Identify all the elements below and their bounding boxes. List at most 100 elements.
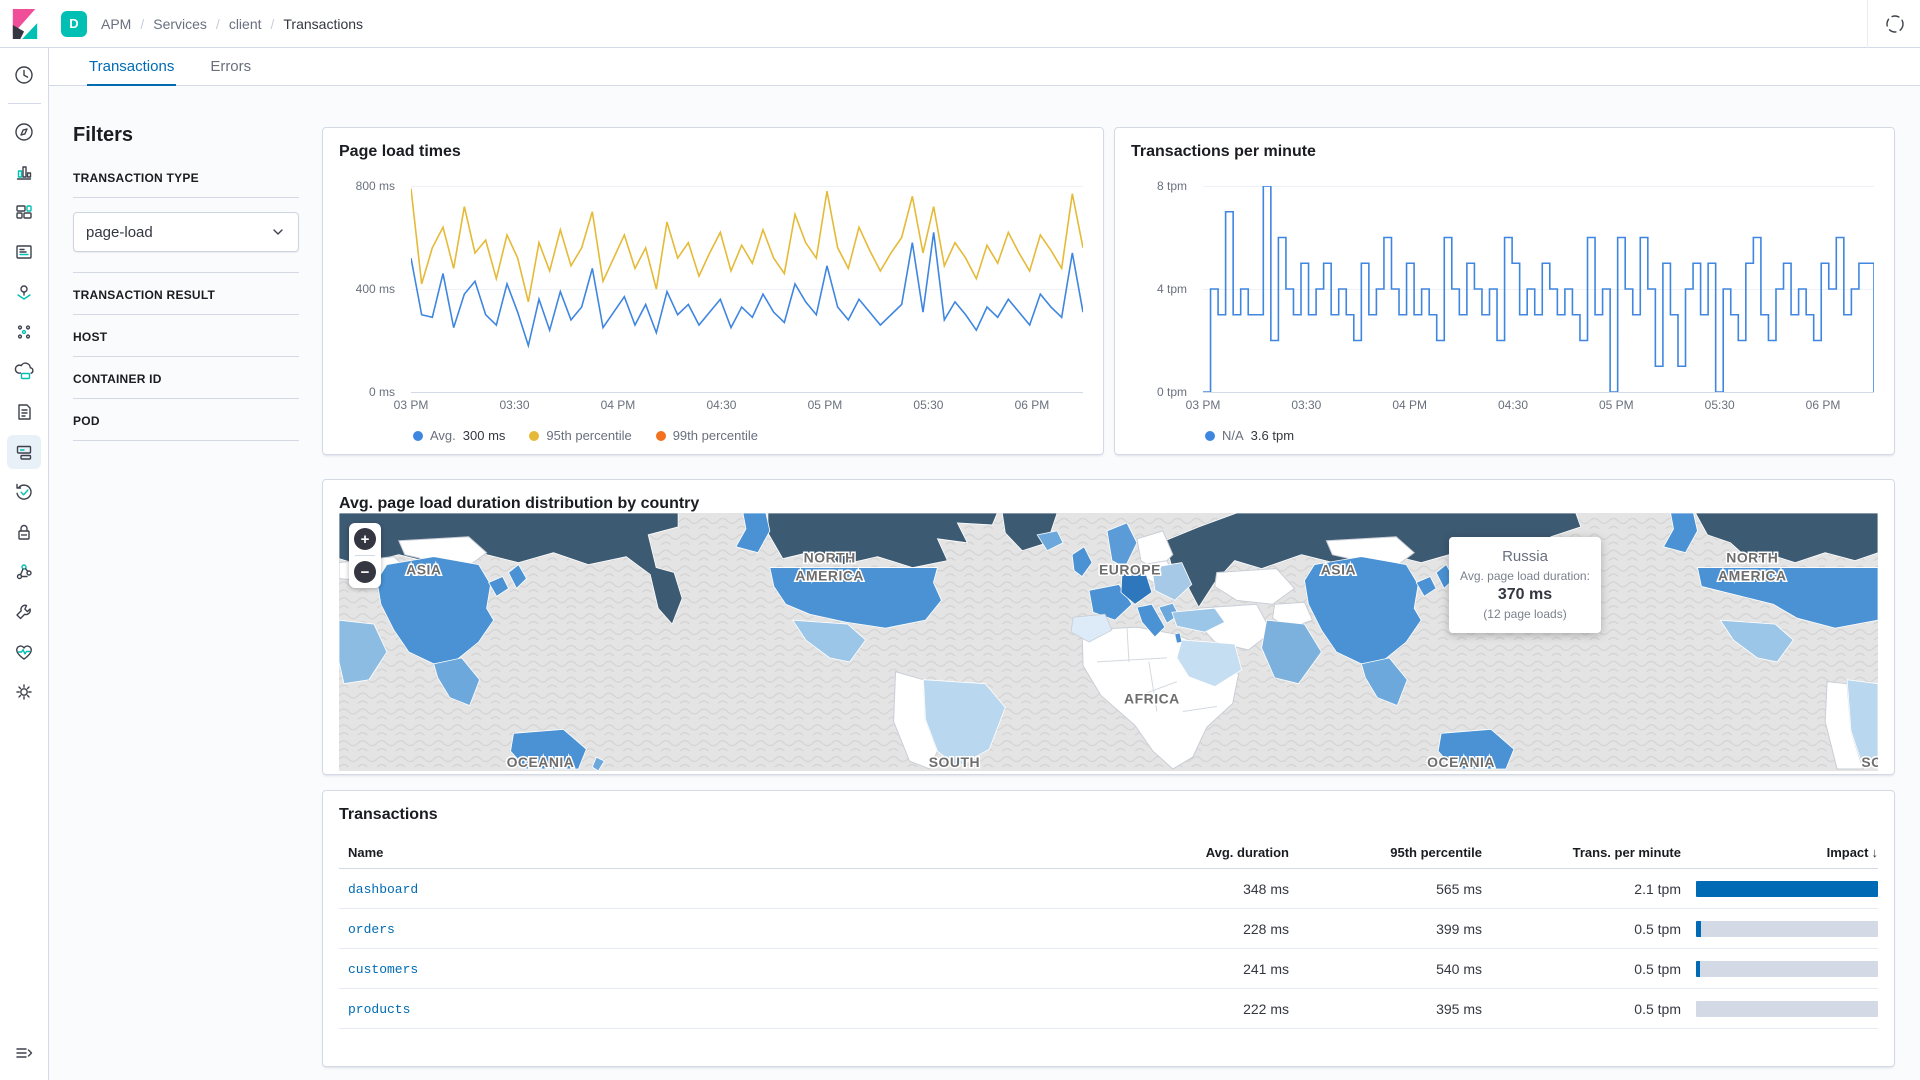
map-zoom-in-button[interactable]: + [354,528,376,550]
y-axis-tick: 0 tpm [1156,385,1187,399]
table-row: products 222 ms 395 ms 0.5 tpm [339,989,1878,1029]
country-brazil-2[interactable] [1846,679,1878,768]
legend-series-name: 99th percentile [672,428,758,443]
main-area: Transactions Errors Filters TRANSACTION … [49,48,1920,1080]
breadcrumb-item-apm[interactable]: APM [101,15,132,32]
y-axis-tick: 800 ms [355,179,395,193]
country-se-asia[interactable] [433,657,481,707]
x-axis-tick: 05:30 [913,398,944,412]
legend-item[interactable]: 99th percentile [655,428,758,443]
canvas-icon[interactable] [7,235,41,269]
country-usa[interactable] [769,567,942,629]
cell-avg-duration: 241 ms [1243,960,1289,977]
legend-series-name: 95th percentile [546,428,632,443]
legend-dot-icon [413,430,423,441]
africa-borders [1097,627,1217,712]
country-israel[interactable] [1174,632,1183,644]
maps-pin-icon[interactable] [7,275,41,309]
breadcrumb-item-services[interactable]: Services [153,15,207,32]
infrastructure-icon[interactable] [7,355,41,389]
legend-series-name: N/A [1222,428,1244,443]
country-australia[interactable] [510,728,587,770]
country-iceland[interactable] [1036,530,1064,552]
country-se-asia-2[interactable] [1360,657,1408,707]
dev-tools-wrench-icon[interactable] [7,595,41,629]
country-new-zealand[interactable] [591,756,605,771]
country-kazakhstan[interactable] [1214,568,1296,605]
tooltip-country: Russia [1502,548,1548,565]
country-india-2[interactable] [1261,619,1322,685]
country-eastern-europe[interactable] [1151,562,1193,601]
column-header-95th-percentile[interactable]: 95th percentile [1390,845,1482,860]
uptime-icon[interactable] [7,475,41,509]
column-header-name[interactable]: Name [348,845,384,860]
country-saudi[interactable] [1176,639,1243,688]
legend-series-name: Avg. [430,428,456,443]
tooltip-value: 370 ms [1497,586,1553,603]
map-title: Avg. page load duration distribution by … [339,495,700,512]
transaction-link-dashboard[interactable]: dashboard [348,882,419,897]
logs-icon[interactable] [7,395,41,429]
country-china-2[interactable] [1304,556,1422,665]
legend-item[interactable]: Avg. 300 ms [413,428,505,443]
filter-label-container-id: CONTAINER ID [73,372,162,386]
visualize-chart-icon[interactable] [7,155,41,189]
map-panel: Avg. page load duration distribution by … [322,479,1895,775]
country-alaska-2[interactable] [1662,513,1698,554]
map-zoom-out-button[interactable]: − [354,561,376,583]
country-spain[interactable] [1070,613,1113,643]
transaction-link-customers[interactable]: customers [348,962,419,977]
dashboard-icon[interactable] [7,195,41,229]
country-china[interactable] [376,556,495,665]
country-mexico[interactable] [792,619,867,663]
machine-learning-icon[interactable] [7,315,41,349]
country-alaska[interactable] [735,513,771,554]
cell-trans-per-minute: 2.1 tpm [1634,880,1681,897]
recent-clock-icon[interactable] [7,58,41,92]
tab-errors[interactable]: Errors [210,58,252,75]
country-france[interactable] [1088,584,1133,621]
country-brazil[interactable] [923,679,1006,768]
management-gear-icon[interactable] [7,675,41,709]
country-italy[interactable] [1136,603,1166,638]
column-header-impact[interactable]: Impact ↓ [1826,845,1878,860]
page-load-times-chart[interactable] [411,186,1083,393]
column-header-avg-duration[interactable]: Avg. duration [1205,845,1289,860]
cell-avg-duration: 348 ms [1243,880,1289,897]
world-map[interactable]: ASIA NORTH AMERICA EUROPE ASIA NORTH AMERICA AF… [339,513,1878,771]
tpm-legend: N/A 3.6 tpm [1205,428,1294,443]
country-uk[interactable] [1071,546,1093,578]
country-india-edge[interactable] [339,619,388,685]
monitoring-heartbeat-icon[interactable] [7,635,41,669]
tab-transactions[interactable]: Transactions [87,48,177,86]
discover-compass-icon[interactable] [7,115,41,149]
country-canada-2[interactable] [1695,513,1878,564]
graph-icon[interactable] [7,555,41,589]
country-mexico-2[interactable] [1719,619,1794,663]
country-australia-2[interactable] [1437,728,1515,770]
legend-item[interactable]: N/A 3.6 tpm [1205,428,1294,443]
country-norway[interactable] [1106,522,1138,569]
expand-nav-icon[interactable] [7,1036,41,1070]
country-canada[interactable] [767,513,998,568]
page-load-times-panel: Page load times 0 ms 400 ms 800 ms 03 PM 03… [322,127,1104,455]
filter-divider [73,272,299,273]
transaction-link-products[interactable]: products [348,1002,411,1017]
deployment-status-icon[interactable] [1884,13,1906,35]
transaction-link-orders[interactable]: orders [348,922,395,937]
siem-lock-icon[interactable] [7,515,41,549]
apm-icon[interactable] [7,435,41,469]
country-usa-2[interactable] [1696,567,1878,629]
legend-item[interactable]: 95th percentile [529,428,632,443]
x-axis-tick: 03 PM [1185,398,1221,412]
breadcrumb-item-client[interactable]: client [228,15,262,32]
tpm-chart[interactable] [1203,186,1874,393]
country-turkey[interactable] [1171,607,1226,633]
column-header-trans-per-minute[interactable]: Trans. per minute [1572,845,1681,860]
space-avatar[interactable]: D [61,10,87,37]
transaction-type-select[interactable]: page-load [73,212,299,252]
country-korea-japan[interactable] [488,564,528,597]
kibana-logo[interactable] [0,0,49,48]
nav-divider [7,103,41,104]
country-germany[interactable] [1120,570,1153,605]
